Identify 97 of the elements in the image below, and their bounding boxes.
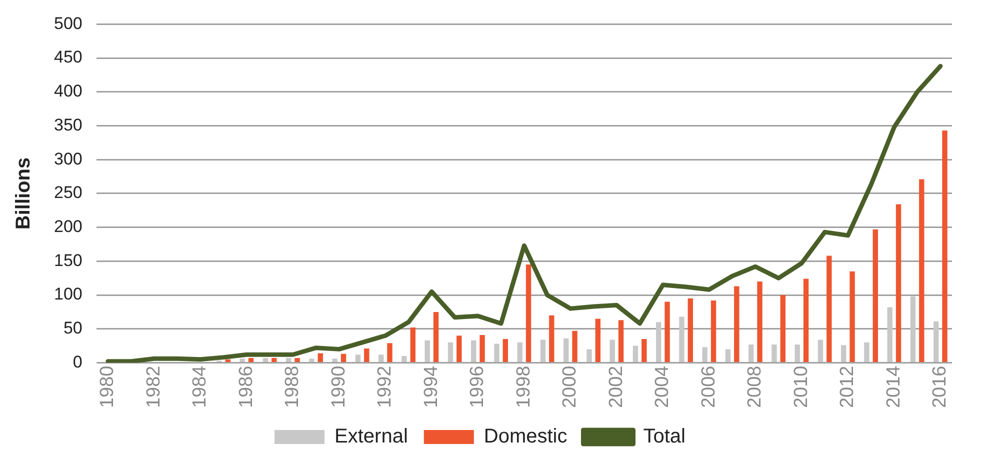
x-tick-label: 2014 — [883, 365, 904, 408]
bar — [494, 344, 500, 362]
bar — [225, 359, 230, 362]
x-tick-label: 2000 — [560, 366, 581, 408]
bar — [318, 353, 323, 362]
bar — [679, 316, 684, 362]
bar — [526, 264, 532, 362]
bar — [803, 278, 809, 362]
bar — [896, 204, 902, 362]
bar — [448, 342, 454, 362]
bar — [910, 296, 916, 362]
x-tick-label: 1988 — [282, 366, 304, 408]
y-tick-label: 250 — [54, 183, 82, 202]
bar — [286, 358, 292, 362]
bar — [387, 343, 392, 362]
x-tick-label: 1980 — [97, 366, 118, 408]
bar — [841, 345, 846, 362]
bar — [240, 358, 245, 362]
x-tick-label: 1996 — [467, 366, 488, 408]
bar — [757, 281, 762, 362]
bar — [364, 348, 370, 362]
bar — [664, 302, 670, 362]
y-tick-label: 500 — [54, 14, 82, 33]
bar — [470, 340, 476, 362]
y-tick-label: 200 — [54, 217, 82, 236]
bar — [517, 342, 522, 362]
bar — [794, 344, 800, 362]
x-tick-label: 1998 — [513, 366, 534, 408]
x-tick-label: 1984 — [190, 365, 211, 408]
bar — [710, 300, 716, 362]
bar — [540, 340, 546, 362]
bar — [826, 256, 832, 362]
bar — [595, 318, 600, 362]
x-tick-label: 1990 — [328, 366, 350, 408]
bar — [864, 342, 870, 362]
bar — [402, 356, 407, 362]
bar — [734, 286, 740, 362]
bar — [332, 358, 338, 362]
bar — [262, 358, 268, 362]
x-tick-label: 2008 — [744, 366, 766, 408]
x-tick-label: 1982 — [143, 366, 164, 408]
bar — [563, 338, 569, 362]
y-tick-label: 50 — [63, 318, 82, 338]
bar — [586, 349, 592, 362]
bar — [850, 271, 855, 362]
bar — [780, 295, 786, 362]
y-tick-label: 0 — [72, 352, 82, 372]
bar — [818, 340, 824, 362]
bar — [632, 346, 638, 362]
bar — [642, 339, 647, 362]
x-tick-label: 2012 — [837, 366, 858, 408]
bar — [618, 320, 624, 362]
x-tick-label: 2004 — [652, 365, 674, 408]
bar — [919, 179, 924, 362]
bar — [942, 130, 948, 362]
bar — [480, 334, 485, 362]
bar — [887, 307, 892, 362]
bar — [433, 312, 439, 362]
x-tick-label: 2002 — [606, 366, 627, 408]
y-tick-label: 350 — [54, 115, 82, 134]
y-tick-label: 300 — [54, 149, 82, 168]
y-tick-label: 150 — [54, 250, 82, 270]
y-axis-title: Billions — [12, 157, 35, 230]
x-tick-label: 1994 — [420, 365, 442, 408]
bar — [549, 315, 554, 362]
x-tick-label: 1992 — [374, 366, 396, 408]
bar — [424, 340, 430, 362]
x-tick-label: 2016 — [930, 366, 951, 408]
bar — [572, 330, 578, 362]
bar — [272, 358, 277, 362]
bar — [748, 344, 754, 362]
bar — [502, 339, 508, 362]
bar — [772, 344, 777, 362]
bar — [355, 354, 361, 362]
bar — [294, 358, 300, 362]
bar — [248, 358, 254, 362]
bar — [656, 322, 662, 362]
legend-label: External — [334, 426, 408, 448]
x-tick-label: 1986 — [236, 366, 257, 408]
bar — [688, 298, 693, 362]
bar — [702, 347, 708, 362]
legend-label: Domestic — [484, 426, 568, 448]
bar — [872, 229, 878, 362]
x-tick-label: 2010 — [790, 366, 812, 408]
bar — [725, 349, 731, 362]
y-tick-label: 100 — [54, 284, 82, 304]
x-tick-label: 2006 — [698, 366, 720, 408]
y-tick-label: 400 — [54, 82, 82, 101]
y-tick-label: 450 — [54, 48, 82, 67]
legend-label: Total — [643, 426, 686, 448]
bar — [378, 354, 384, 362]
bar — [456, 336, 462, 362]
bar — [410, 328, 416, 362]
bar — [934, 321, 939, 362]
bar — [309, 358, 314, 362]
bar — [340, 354, 346, 362]
bar — [610, 340, 615, 362]
